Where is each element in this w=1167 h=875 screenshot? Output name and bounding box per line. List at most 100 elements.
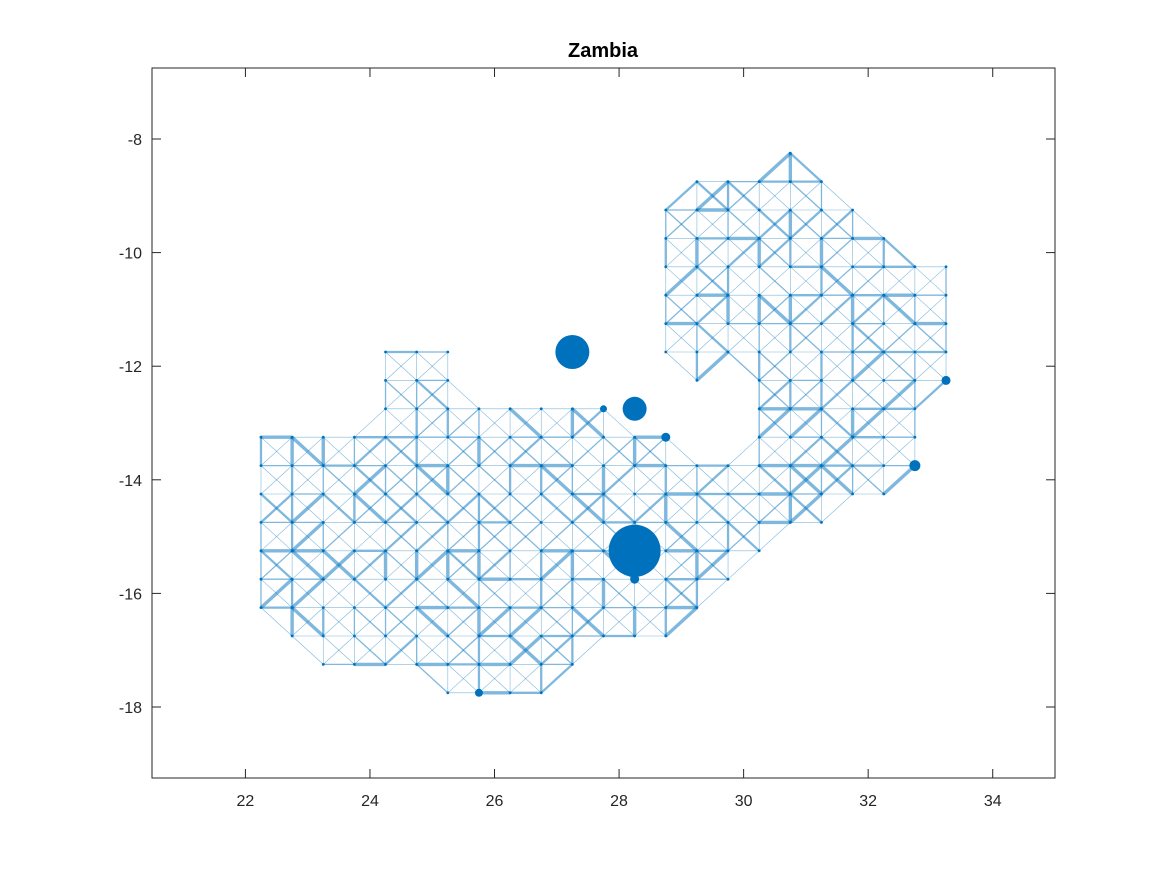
network-node bbox=[882, 265, 886, 269]
network-node bbox=[913, 293, 917, 297]
y-tick-label: -18 bbox=[119, 700, 142, 717]
network-node bbox=[508, 577, 512, 581]
network-edge bbox=[664, 265, 699, 297]
network-node bbox=[602, 492, 605, 496]
network-node bbox=[851, 322, 855, 325]
network-node bbox=[508, 549, 512, 553]
network-node bbox=[352, 464, 356, 467]
x-tick-label: 22 bbox=[237, 793, 255, 810]
y-tick-label: -16 bbox=[119, 586, 142, 603]
network-node bbox=[508, 691, 512, 695]
network-edge bbox=[634, 607, 666, 637]
network-node bbox=[726, 549, 730, 553]
network-node bbox=[726, 521, 730, 524]
network-edge bbox=[883, 294, 916, 324]
network-edge bbox=[508, 634, 543, 666]
network-node bbox=[508, 407, 512, 411]
network-node bbox=[664, 492, 668, 496]
network-edge bbox=[727, 351, 760, 381]
network-node bbox=[415, 379, 419, 382]
network-edge bbox=[852, 238, 884, 268]
network-edge bbox=[883, 436, 916, 466]
network-edge bbox=[354, 522, 386, 552]
network-edge bbox=[758, 209, 792, 240]
network-node-large bbox=[555, 335, 590, 369]
network-edge bbox=[447, 607, 480, 637]
network-node bbox=[384, 464, 387, 467]
network-edge bbox=[695, 180, 730, 212]
network-node bbox=[539, 663, 543, 666]
network-node-large bbox=[909, 460, 921, 472]
network-node bbox=[882, 492, 886, 496]
network-edge bbox=[758, 522, 791, 552]
network-node bbox=[664, 464, 668, 467]
network-edge bbox=[758, 181, 791, 211]
network-node bbox=[757, 521, 761, 524]
network-node bbox=[602, 577, 605, 581]
network-edge bbox=[509, 521, 542, 552]
network-edge bbox=[665, 521, 698, 552]
network-node bbox=[415, 634, 419, 638]
network-node bbox=[415, 350, 419, 354]
network-edge bbox=[602, 464, 636, 495]
network-node bbox=[820, 521, 823, 524]
network-node bbox=[695, 208, 699, 212]
network-node bbox=[695, 606, 699, 609]
network-node bbox=[757, 549, 761, 553]
network-node bbox=[788, 237, 792, 240]
network-edge bbox=[851, 350, 885, 382]
network-edge bbox=[415, 521, 449, 552]
network-edge bbox=[477, 606, 512, 638]
network-node bbox=[415, 549, 419, 553]
network-node bbox=[882, 464, 886, 467]
network-node bbox=[851, 379, 855, 382]
network-edge bbox=[447, 521, 480, 552]
network-node bbox=[851, 350, 855, 354]
network-edge bbox=[291, 465, 324, 495]
network-node bbox=[446, 663, 450, 666]
network-node bbox=[477, 549, 481, 553]
network-node bbox=[726, 180, 730, 184]
network-edge bbox=[851, 407, 885, 439]
network-edge bbox=[260, 436, 293, 466]
network-node bbox=[726, 350, 730, 354]
network-edge bbox=[758, 266, 791, 296]
network-edge bbox=[509, 436, 542, 467]
network-edge bbox=[416, 351, 449, 381]
network-node bbox=[633, 464, 637, 467]
network-edge bbox=[322, 521, 355, 552]
network-edge bbox=[790, 351, 822, 381]
network-node bbox=[664, 293, 668, 297]
x-tick-label: 28 bbox=[610, 793, 628, 810]
network-node bbox=[913, 322, 917, 325]
chart-title: Zambia bbox=[568, 40, 639, 62]
network-node bbox=[664, 549, 668, 553]
network-edge bbox=[727, 294, 760, 324]
network-edge bbox=[478, 664, 511, 694]
network-node bbox=[913, 265, 917, 269]
network-node bbox=[384, 663, 387, 666]
network-edge bbox=[821, 323, 853, 353]
network-node bbox=[788, 521, 792, 524]
network-edge bbox=[603, 607, 635, 637]
network-node bbox=[321, 577, 325, 581]
network-node bbox=[820, 350, 823, 354]
network-node bbox=[726, 208, 730, 212]
network-node bbox=[384, 549, 387, 553]
network-edge bbox=[540, 635, 574, 666]
network-edge bbox=[354, 635, 386, 665]
network-node bbox=[820, 379, 823, 382]
network-edge bbox=[354, 607, 386, 637]
network-edge bbox=[758, 237, 792, 268]
network-edge bbox=[789, 152, 823, 183]
network-edge bbox=[727, 323, 760, 353]
network-edge bbox=[572, 635, 604, 665]
network-node-large bbox=[622, 396, 647, 421]
network-edge bbox=[384, 493, 418, 524]
network-node bbox=[757, 208, 761, 212]
network-edge bbox=[571, 407, 605, 439]
network-edge bbox=[758, 436, 791, 466]
network-edge bbox=[820, 379, 854, 410]
network-node bbox=[570, 464, 574, 467]
network-edge bbox=[851, 294, 885, 325]
